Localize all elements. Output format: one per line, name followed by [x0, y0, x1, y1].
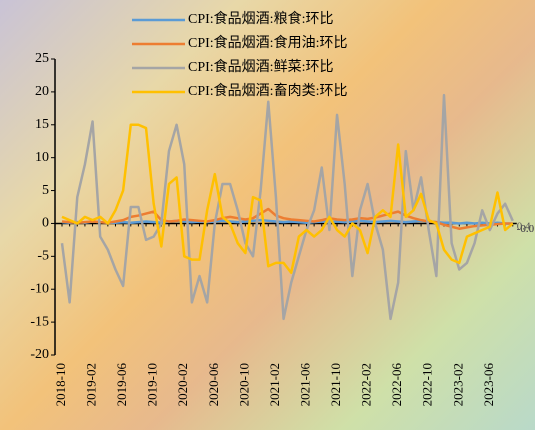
y-tick-label: 15	[35, 117, 49, 132]
data-label: -0.0	[517, 223, 535, 235]
x-tick-label: 2021-10	[328, 363, 343, 406]
x-tick-label: 2022-06	[389, 363, 404, 407]
legend-label: CPI:食品烟酒:畜肉类:环比	[188, 82, 347, 99]
x-tick-label: 2023-06	[481, 363, 496, 407]
y-tick-label: 25	[35, 51, 49, 66]
y-tick-label: 10	[35, 150, 49, 165]
y-tick-label: 20	[35, 84, 49, 99]
x-tick-label: 2022-02	[359, 363, 374, 406]
x-tick-label: 2019-02	[84, 363, 99, 406]
x-tick-label: 2020-06	[206, 363, 221, 407]
y-tick-label: -20	[30, 347, 49, 362]
data-label: 0.4	[517, 220, 531, 232]
x-tick-label: 2021-02	[267, 363, 282, 406]
y-tick-label: 5	[42, 183, 49, 198]
data-label: -0.0	[517, 223, 535, 235]
legend-label: CPI:食品烟酒:鲜菜:环比	[188, 58, 333, 75]
x-tick-label: 2018-10	[53, 363, 68, 406]
x-tick-label: 2019-06	[114, 363, 129, 407]
series-line	[60, 93, 514, 321]
x-tick-label: 2019-10	[145, 363, 160, 406]
x-tick-label: 2020-02	[175, 363, 190, 406]
y-tick-label: -10	[30, 281, 49, 296]
x-tick-label: 2021-06	[297, 363, 312, 407]
y-tick-label: 0	[42, 216, 49, 231]
legend-label: CPI:食品烟酒:食用油:环比	[188, 34, 347, 51]
data-label: -0.0	[517, 223, 535, 235]
y-tick-label: -5	[37, 249, 49, 264]
legend-label: CPI:食品烟酒:粮食:环比	[188, 10, 333, 27]
x-tick-label: 2020-10	[236, 363, 251, 406]
y-tick-label: -15	[30, 314, 49, 329]
series-line	[61, 123, 514, 275]
x-tick-label: 2023-02	[450, 363, 465, 406]
x-tick-label: 2022-10	[420, 363, 435, 406]
